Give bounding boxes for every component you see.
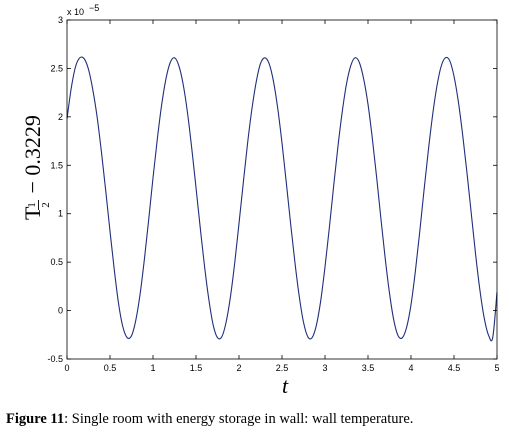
x-tick-label: 2 [236, 363, 241, 373]
x-tick-label: 0.5 [104, 363, 117, 373]
y-tick-label: 1.5 [50, 160, 63, 170]
x-tick-label: 2.5 [276, 363, 289, 373]
y-multiplier-base: x 10 [67, 7, 84, 17]
axes-box [66, 19, 498, 360]
x-tick-label: 1.5 [190, 363, 203, 373]
y-label-sub-denominator: 2 [40, 202, 52, 208]
x-tick-label: 3 [322, 363, 327, 373]
x-tick-label: 1 [150, 363, 155, 373]
y-tick-label: -0.5 [47, 354, 63, 364]
series-line-0 [66, 56, 498, 342]
y-axis-multiplier: x 10 −5 [67, 3, 99, 17]
y-multiplier-exponent: −5 [89, 3, 99, 13]
figure-caption-label: Figure 11 [6, 411, 65, 427]
line-chart: x 10 −5 T 1 2 − 0.3229 0 0.5 1 1.5 2 2.5 3 3.5 4… [20, 3, 500, 398]
x-tick-label: 0 [64, 363, 69, 373]
x-axis-ticks: 0 0.5 1 1.5 2 2.5 3 3.5 4 4.5 5 [64, 20, 500, 373]
data-series [66, 56, 498, 342]
x-tick-label: 5 [494, 363, 499, 373]
y-tick-label: 1 [58, 209, 63, 219]
y-tick-label: 0 [58, 306, 63, 316]
figure-caption: Figure 11: Single room with energy stora… [6, 411, 509, 428]
y-label-suffix: − 0.3229 [20, 115, 45, 199]
x-axis-label: t [282, 373, 289, 398]
y-tick-label: 2 [58, 112, 63, 122]
y-label-sub-numerator: 1 [26, 202, 38, 208]
x-tick-label: 4 [408, 363, 413, 373]
y-tick-label: 0.5 [50, 257, 63, 267]
y-axis-label: T 1 2 − 0.3229 [20, 115, 52, 220]
figure-caption-text: : Single room with energy storage in wal… [64, 411, 414, 427]
x-tick-label: 3.5 [362, 363, 375, 373]
y-tick-label: 2.5 [50, 63, 63, 73]
y-axis-ticks: -0.5 0 0.5 1 1.5 2 2.5 3 [47, 15, 497, 364]
y-tick-label: 3 [58, 15, 63, 25]
x-tick-label: 4.5 [448, 363, 461, 373]
